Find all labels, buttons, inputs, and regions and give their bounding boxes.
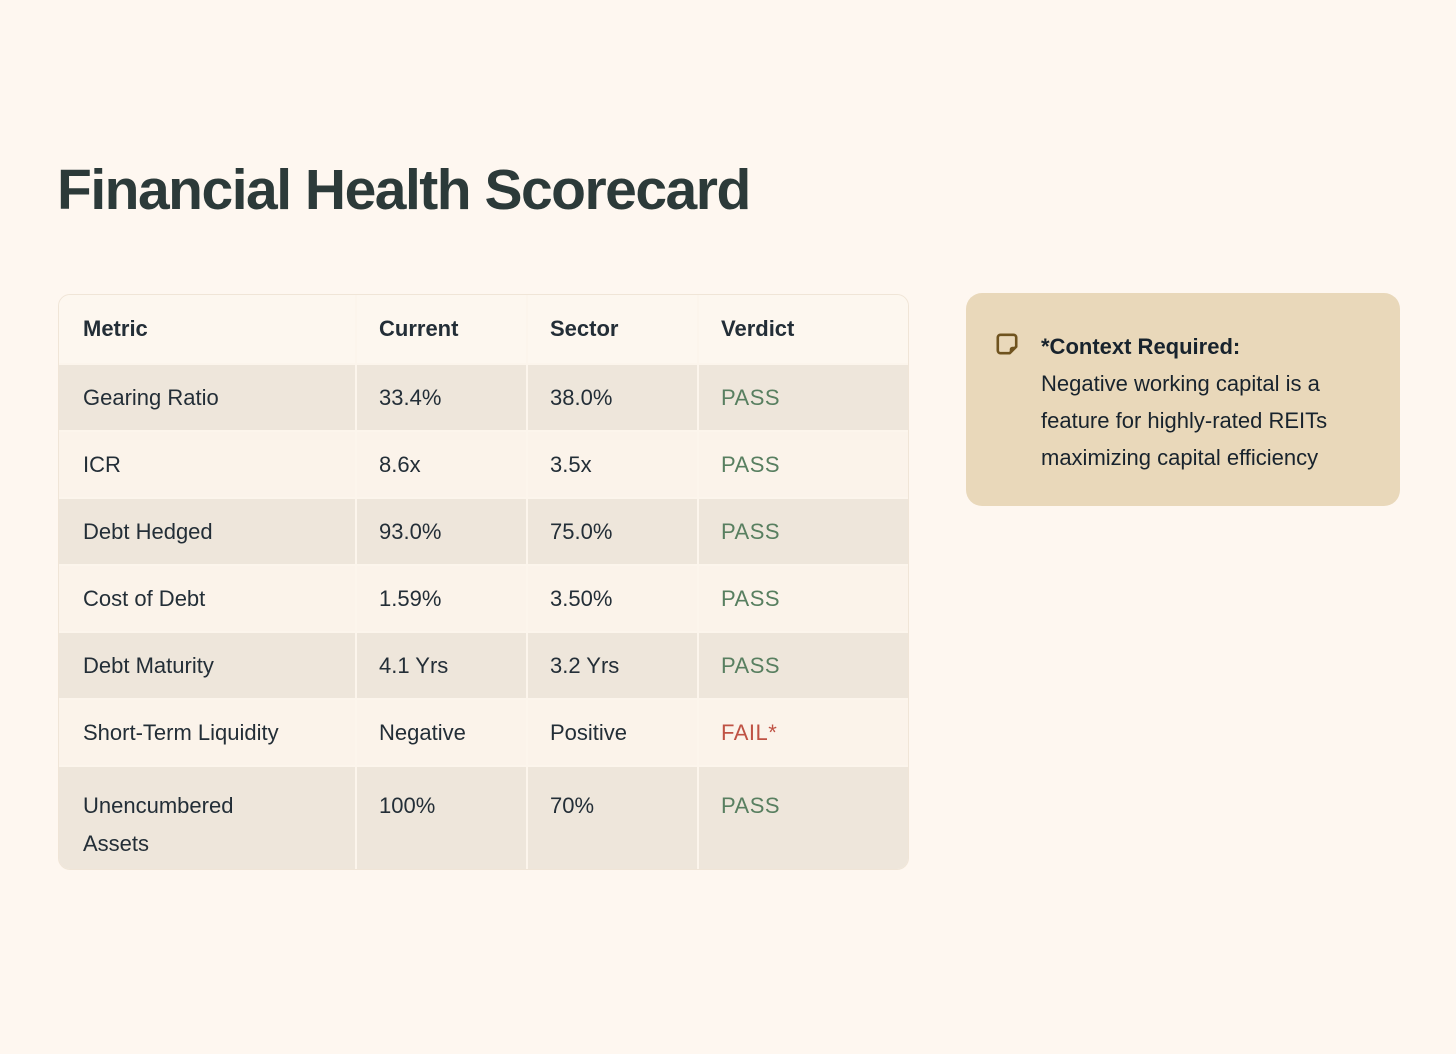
sector-cell: 3.2 Yrs: [526, 633, 697, 698]
metric-cell: ICR: [83, 451, 121, 477]
current-cell: 93.0%: [355, 499, 526, 564]
metric-cell: Debt Maturity: [83, 652, 214, 678]
table-row: Gearing Ratio 33.4% 38.0% PASS: [59, 363, 908, 430]
table-row: Unencumbered Assets 100% 70% PASS: [59, 765, 908, 869]
sector-cell: 70%: [526, 767, 697, 869]
metric-cell: Short-Term Liquidity: [83, 719, 279, 745]
verdict-cell: FAIL*: [697, 700, 908, 765]
current-cell: 1.59%: [355, 566, 526, 631]
note-title: *Context Required:: [1041, 334, 1241, 359]
note-body: Negative working capital is a feature fo…: [1041, 371, 1328, 470]
table-row: Debt Maturity 4.1 Yrs 3.2 Yrs PASS: [59, 631, 908, 698]
column-header-metric: Metric: [83, 316, 148, 342]
sticky-note-icon: [996, 333, 1018, 355]
sector-cell: 38.0%: [526, 365, 697, 430]
verdict-cell: PASS: [697, 499, 908, 564]
sector-cell: 75.0%: [526, 499, 697, 564]
current-cell: 100%: [355, 767, 526, 869]
page-title: Financial Health Scorecard: [57, 158, 751, 222]
table-header-row: Metric Current Sector Verdict: [59, 295, 908, 363]
table-row: Short-Term Liquidity Negative Positive F…: [59, 698, 908, 765]
current-cell: 8.6x: [355, 432, 526, 497]
column-header-sector: Sector: [526, 295, 697, 363]
current-cell: 4.1 Yrs: [355, 633, 526, 698]
verdict-cell: PASS: [697, 633, 908, 698]
sector-cell: 3.5x: [526, 432, 697, 497]
table-row: Cost of Debt 1.59% 3.50% PASS: [59, 564, 908, 631]
verdict-cell: PASS: [697, 365, 908, 430]
column-header-verdict: Verdict: [697, 295, 908, 363]
metric-cell: Cost of Debt: [83, 585, 206, 611]
current-cell: 33.4%: [355, 365, 526, 430]
sector-cell: 3.50%: [526, 566, 697, 631]
metric-cell: Gearing Ratio: [83, 384, 219, 410]
metric-cell: Unencumbered Assets: [83, 793, 234, 856]
column-header-current: Current: [355, 295, 526, 363]
verdict-cell: PASS: [697, 432, 908, 497]
table-row: ICR 8.6x 3.5x PASS: [59, 430, 908, 497]
sector-cell: Positive: [526, 700, 697, 765]
scorecard-table: Metric Current Sector Verdict Gearing Ra…: [58, 294, 909, 870]
context-note-card: *Context Required: Negative working capi…: [966, 293, 1400, 506]
verdict-cell: PASS: [697, 566, 908, 631]
verdict-cell: PASS: [697, 767, 908, 869]
current-cell: Negative: [355, 700, 526, 765]
table-row: Debt Hedged 93.0% 75.0% PASS: [59, 497, 908, 564]
metric-cell: Debt Hedged: [83, 518, 213, 544]
